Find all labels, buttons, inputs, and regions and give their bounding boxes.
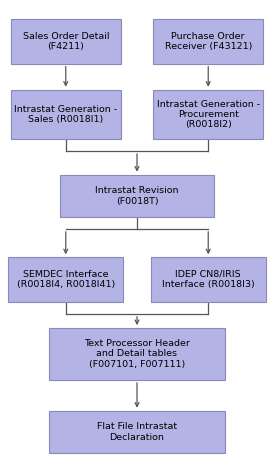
FancyBboxPatch shape	[151, 257, 266, 302]
Text: IDEP CN8/IRIS
Interface (R0018I3): IDEP CN8/IRIS Interface (R0018I3)	[162, 270, 255, 289]
Text: Intrastat Revision
(F0018T): Intrastat Revision (F0018T)	[95, 186, 179, 206]
Text: SEMDEC Interface
(R0018I4, R0018I41): SEMDEC Interface (R0018I4, R0018I41)	[17, 270, 115, 289]
FancyBboxPatch shape	[8, 257, 123, 302]
FancyBboxPatch shape	[49, 411, 225, 453]
Text: Sales Order Detail
(F4211): Sales Order Detail (F4211)	[22, 32, 109, 51]
FancyBboxPatch shape	[49, 328, 225, 380]
FancyBboxPatch shape	[11, 19, 121, 64]
Text: Intrastat Generation -
Sales (R0018I1): Intrastat Generation - Sales (R0018I1)	[14, 105, 117, 124]
FancyBboxPatch shape	[60, 175, 214, 217]
Text: Text Processor Header
and Detail tables
(F007101, F007111): Text Processor Header and Detail tables …	[84, 339, 190, 369]
FancyBboxPatch shape	[153, 19, 263, 64]
FancyBboxPatch shape	[153, 90, 263, 139]
Text: Intrastat Generation -
Procurement
(R0018I2): Intrastat Generation - Procurement (R001…	[157, 100, 260, 129]
FancyBboxPatch shape	[11, 90, 121, 139]
Text: Flat File Intrastat
Declaration: Flat File Intrastat Declaration	[97, 422, 177, 442]
Text: Purchase Order
Receiver (F43121): Purchase Order Receiver (F43121)	[165, 32, 252, 51]
